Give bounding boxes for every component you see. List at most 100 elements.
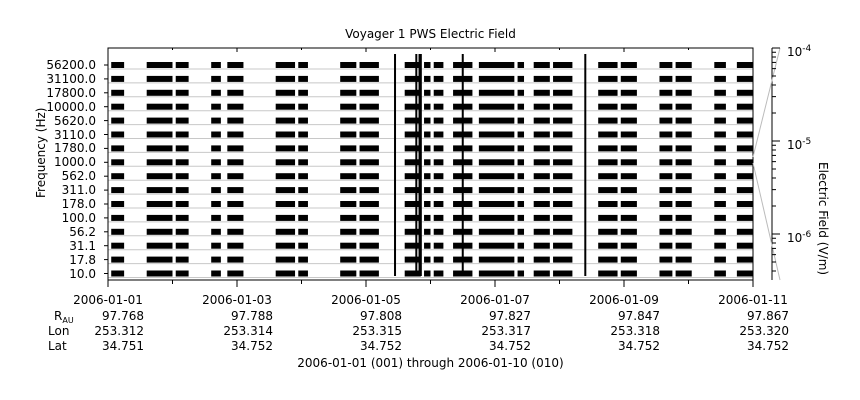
data-segment [359, 62, 379, 68]
data-segment [227, 145, 244, 152]
colorbar-tick-label: 10-5 [787, 137, 812, 152]
data-segment [340, 62, 357, 68]
data-segment [598, 187, 618, 194]
y-tick-label: 17800.0 [46, 85, 96, 100]
data-segment [340, 173, 357, 180]
data-segment [227, 117, 244, 124]
data-segment [340, 131, 357, 138]
data-segment [111, 145, 125, 152]
data-segment [533, 214, 550, 221]
ephemeris-row-label: Lon [48, 324, 70, 338]
data-segment [424, 145, 431, 152]
data-segment [714, 228, 726, 235]
data-segment [211, 270, 221, 277]
data-segment [275, 201, 296, 207]
data-segment [659, 256, 673, 263]
data-segment [275, 131, 296, 138]
data-segment [275, 103, 296, 110]
data-segment [424, 159, 431, 166]
data-segment [620, 228, 637, 235]
burst-mark [419, 54, 422, 276]
data-segment [275, 75, 296, 82]
data-segment [227, 228, 244, 235]
data-segment [404, 89, 421, 96]
data-segment [146, 214, 173, 221]
data-segment [146, 270, 173, 277]
data-segment [359, 89, 379, 96]
data-segment [175, 89, 189, 96]
data-segment [736, 201, 753, 207]
data-segment [424, 117, 431, 124]
data-segment [111, 75, 125, 82]
data-segment [517, 256, 525, 263]
data-segment [533, 256, 550, 263]
data-segment [298, 173, 308, 180]
data-segment [146, 228, 173, 235]
ephemeris-value: 253.317 [481, 324, 531, 338]
data-segment [736, 187, 753, 194]
data-segment [659, 117, 673, 124]
data-segment [714, 173, 726, 180]
data-segment [553, 187, 573, 194]
data-segment [517, 228, 525, 235]
data-segment [111, 131, 125, 138]
data-segment [298, 242, 308, 249]
data-segment [478, 173, 515, 180]
data-segment [620, 75, 637, 82]
data-segment [478, 62, 515, 68]
data-segment [175, 173, 189, 180]
data-segment [424, 201, 431, 207]
y-tick-label: 56.2 [69, 224, 96, 239]
data-segment [111, 270, 125, 277]
data-segment [598, 228, 618, 235]
colorbar-zoom-line-bottom [752, 162, 781, 281]
data-segment [227, 187, 244, 194]
colorbar-label: Electric Field (V/m) [816, 162, 830, 276]
data-segment [340, 145, 357, 152]
data-segment [275, 173, 296, 180]
data-segment [553, 131, 573, 138]
data-segment [146, 159, 173, 166]
data-segment [433, 117, 444, 124]
data-segment [275, 89, 296, 96]
data-segment [659, 159, 673, 166]
y-tick-label: 5620.0 [54, 113, 96, 128]
data-segment [714, 131, 726, 138]
data-segment [424, 75, 431, 82]
data-segment [359, 173, 379, 180]
data-segment [533, 187, 550, 194]
data-segment [675, 187, 692, 194]
data-segment [675, 75, 692, 82]
data-segment [714, 214, 726, 221]
data-segment [211, 62, 221, 68]
y-axis-ticks [104, 64, 108, 274]
data-segment [211, 75, 221, 82]
colorbar-zoom-line-top [752, 47, 781, 158]
data-segment [359, 145, 379, 152]
data-segment [146, 62, 173, 68]
data-segment [146, 173, 173, 180]
data-segment [517, 103, 525, 110]
data-segment [553, 159, 573, 166]
data-segment [111, 62, 125, 68]
data-segment [598, 62, 618, 68]
data-segment [517, 62, 525, 68]
x-tick-label: 2006-01-01 [73, 293, 143, 307]
data-segment [433, 270, 444, 277]
y-tick-label: 3110.0 [54, 127, 96, 142]
data-segment [111, 103, 125, 110]
data-segment [359, 242, 379, 249]
chart-title: Voyager 1 PWS Electric Field [345, 27, 516, 41]
data-segment [146, 145, 173, 152]
data-segment [478, 117, 515, 124]
data-segment [211, 159, 221, 166]
data-segment [424, 242, 431, 249]
data-segment [404, 173, 421, 180]
data-segment [533, 89, 550, 96]
data-segment [598, 131, 618, 138]
data-segment [553, 270, 573, 277]
data-segment [404, 242, 421, 249]
data-segment [675, 159, 692, 166]
ephemeris-value: 97.867 [747, 309, 789, 323]
data-segment [736, 103, 753, 110]
